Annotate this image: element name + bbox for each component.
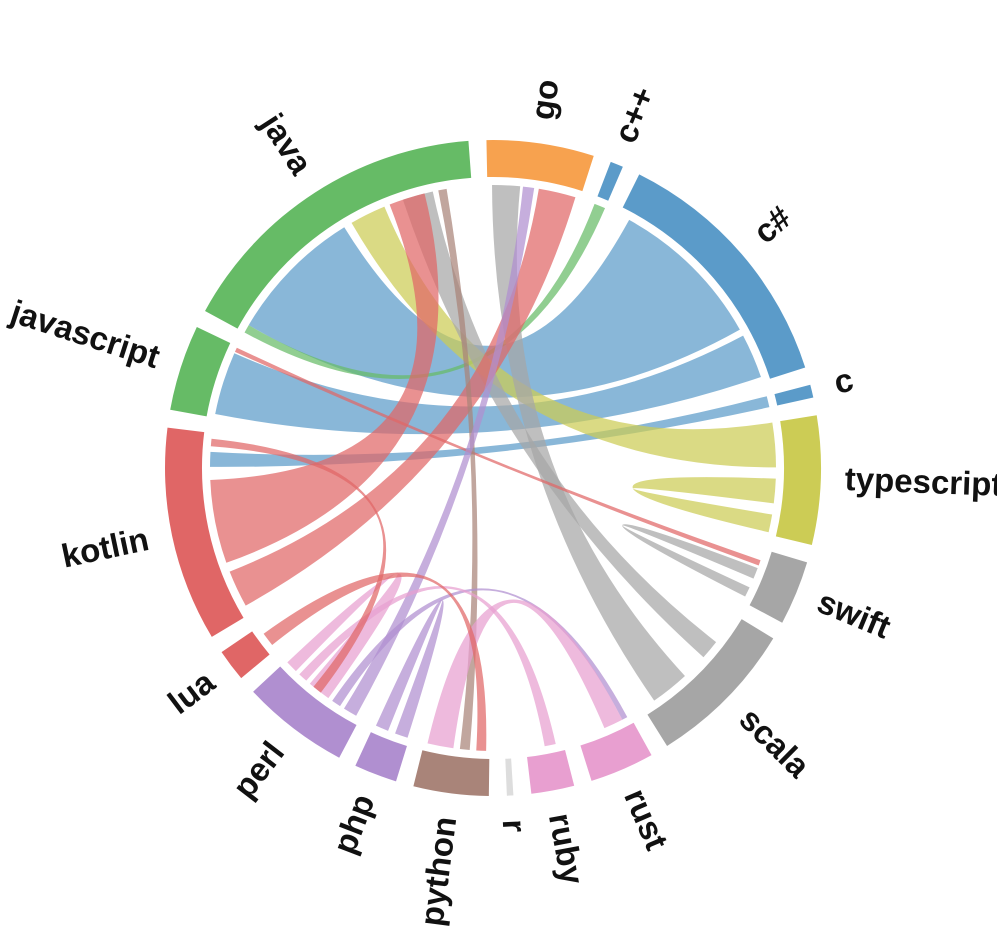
label-swift: swift [812,583,896,646]
arc-csharp [622,174,806,379]
ribbon-go-kotlin [229,188,576,606]
label-rust: rust [617,783,676,855]
label-go: go [523,77,565,122]
ribbon-java-csharp [248,219,740,398]
label-javascript: javascript [5,292,164,375]
label-java: java [253,106,320,181]
label-python: python [412,814,463,928]
ribbon-java-kotlin [210,193,439,563]
label-ruby: ruby [542,810,592,888]
ribbon-java-scala [402,191,717,658]
arc-python [413,750,490,796]
arc-r [505,758,514,796]
arc-scala [647,619,774,746]
label-r: r [496,818,534,833]
arc-layer [165,140,821,796]
arc-typescript [775,415,821,545]
label-cpp: c++ [606,81,662,148]
label-php: php [325,789,381,859]
arc-rust [580,722,652,781]
label-lua: lua [161,662,222,721]
ribbon-javascript-csharp [215,335,761,435]
label-perl: perl [225,734,291,805]
ribbon-javascript-swift [234,347,761,566]
label-csharp: c# [746,198,798,250]
arc-go [486,140,594,192]
arc-kotlin [165,427,244,637]
arc-lua [221,631,270,679]
ribbon-perl-perl [287,572,402,699]
arc-c [774,384,814,406]
arc-java [205,140,472,329]
label-typescript: typescript [844,460,997,503]
label-c: c [830,361,857,401]
ribbon-swift-swift [622,524,758,597]
ribbon-java-python [438,188,478,751]
arc-php [355,732,407,782]
arc-javascript [170,327,231,417]
ribbon-php-php [375,599,444,738]
arc-cpp [597,161,623,201]
label-kotlin: kotlin [58,520,152,574]
ribbon-rust-python [427,599,623,749]
arc-swift [749,551,808,623]
ribbon-kotlin-c [210,396,770,467]
ribbon-layer [210,184,776,751]
label-scala: scala [732,700,817,785]
ribbon-typescript-typescript [632,477,776,533]
ribbon-java-typescript [351,206,776,468]
arc-ruby [527,749,575,794]
arc-perl [253,666,357,758]
